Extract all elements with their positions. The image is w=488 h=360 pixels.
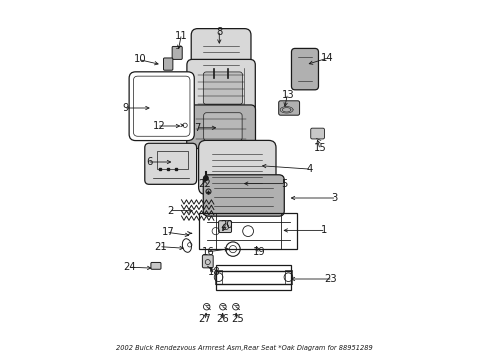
Bar <box>215 265 291 290</box>
Text: 18: 18 <box>207 267 220 277</box>
Text: 26: 26 <box>215 314 228 324</box>
Text: 13: 13 <box>281 90 293 100</box>
FancyBboxPatch shape <box>191 29 250 76</box>
Text: 19: 19 <box>252 247 264 257</box>
Text: 11: 11 <box>175 31 187 41</box>
Text: 10: 10 <box>134 54 146 64</box>
Bar <box>157 151 187 169</box>
FancyBboxPatch shape <box>198 140 275 194</box>
Text: 15: 15 <box>313 143 326 153</box>
Text: 2: 2 <box>167 206 174 216</box>
FancyBboxPatch shape <box>291 48 318 90</box>
Text: 21: 21 <box>154 242 167 252</box>
Text: 17: 17 <box>162 227 174 237</box>
Text: 3: 3 <box>331 193 337 203</box>
FancyBboxPatch shape <box>203 113 242 141</box>
Bar <box>285 270 291 284</box>
FancyBboxPatch shape <box>203 72 242 104</box>
Circle shape <box>203 176 208 180</box>
Text: 4: 4 <box>305 164 312 174</box>
Text: 14: 14 <box>320 53 333 63</box>
Text: 12: 12 <box>152 121 165 131</box>
Bar <box>199 213 296 249</box>
Text: 22: 22 <box>198 179 211 189</box>
Text: 1: 1 <box>320 225 326 235</box>
FancyBboxPatch shape <box>186 59 255 113</box>
FancyBboxPatch shape <box>278 101 299 115</box>
FancyBboxPatch shape <box>151 262 161 269</box>
FancyBboxPatch shape <box>202 255 213 268</box>
Text: 27: 27 <box>198 314 211 324</box>
Text: 24: 24 <box>123 262 136 272</box>
Text: 23: 23 <box>324 274 337 284</box>
Text: 5: 5 <box>280 179 287 189</box>
FancyBboxPatch shape <box>203 175 284 216</box>
FancyBboxPatch shape <box>186 105 255 148</box>
Text: 2002 Buick Rendezvous Armrest Asm,Rear Seat *Oak Diagram for 88951289: 2002 Buick Rendezvous Armrest Asm,Rear S… <box>116 345 372 351</box>
FancyBboxPatch shape <box>144 143 196 184</box>
Bar <box>215 270 222 284</box>
FancyBboxPatch shape <box>129 72 194 140</box>
FancyBboxPatch shape <box>163 58 172 70</box>
FancyBboxPatch shape <box>218 221 231 233</box>
Text: 9: 9 <box>122 103 129 113</box>
Text: 7: 7 <box>194 123 201 133</box>
FancyBboxPatch shape <box>172 46 182 59</box>
Text: 25: 25 <box>230 314 243 324</box>
FancyBboxPatch shape <box>310 128 324 139</box>
Text: 8: 8 <box>216 27 222 37</box>
Text: 6: 6 <box>145 157 152 167</box>
Text: 16: 16 <box>202 247 214 257</box>
Text: 20: 20 <box>220 220 232 230</box>
